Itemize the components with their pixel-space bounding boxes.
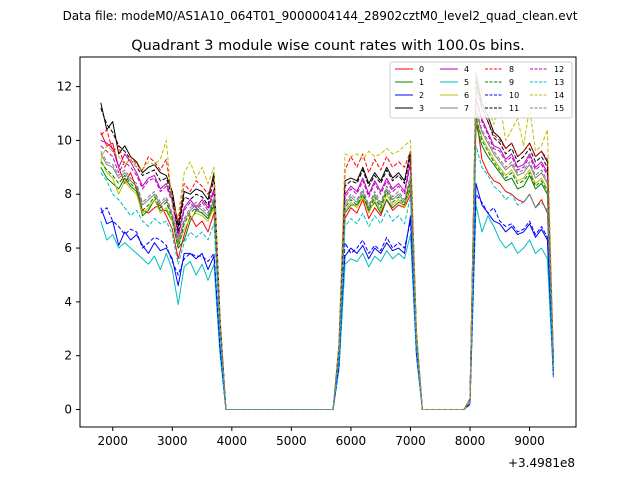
legend-label-0: 0 <box>419 65 424 74</box>
y-tick-label: 4 <box>64 295 72 309</box>
x-tick-label: 4000 <box>217 434 248 448</box>
series-line-13 <box>100 145 554 410</box>
x-tick-label: 9000 <box>514 434 545 448</box>
series-line-6 <box>100 118 554 410</box>
legend-label-8: 8 <box>509 65 514 74</box>
x-tick-label: 3000 <box>157 434 188 448</box>
x-tick-label: 7000 <box>395 434 426 448</box>
x-tick-label: 2000 <box>97 434 128 448</box>
legend-label-10: 10 <box>509 91 519 100</box>
chart-title: Quadrant 3 module wise count rates with … <box>131 38 525 54</box>
suptitle: Data file: modeM0/AS1A10_064T01_90000041… <box>63 9 578 23</box>
series-line-5 <box>100 204 554 410</box>
series-line-15 <box>100 107 554 410</box>
legend-label-13: 13 <box>554 78 564 87</box>
legend-label-4: 4 <box>464 65 469 74</box>
legend-label-5: 5 <box>464 78 469 87</box>
series-lines <box>100 70 554 410</box>
series-line-0 <box>100 113 554 410</box>
y-tick-label: 6 <box>64 241 72 255</box>
legend-label-6: 6 <box>464 91 469 100</box>
axis-ticks: 2000 3000 4000 5000 6000 7000 8000 9000 0 2 4 6 8 10 1… <box>57 80 545 448</box>
legend-label-7: 7 <box>464 104 469 113</box>
legend-box <box>389 61 573 119</box>
legend-label-9: 9 <box>509 78 514 87</box>
x-tick-label: 5000 <box>276 434 307 448</box>
legend-label-11: 11 <box>509 104 519 113</box>
y-tick-label: 0 <box>64 403 72 417</box>
legend-label-12: 12 <box>554 65 564 74</box>
y-tick-label: 10 <box>57 133 72 147</box>
y-tick-label: 8 <box>64 187 72 201</box>
series-line-4 <box>100 96 554 410</box>
legend-label-2: 2 <box>419 91 424 100</box>
series-line-7 <box>100 110 554 410</box>
x-tick-label: 8000 <box>455 434 486 448</box>
legend-label-15: 15 <box>554 104 564 113</box>
y-tick-label: 12 <box>57 80 72 94</box>
series-line-10 <box>100 193 554 410</box>
x-tick-label: 6000 <box>336 434 367 448</box>
series-line-11 <box>100 80 554 410</box>
x-offset-label: +3.4981e8 <box>508 456 575 470</box>
series-line-12 <box>100 99 554 410</box>
series-line-9 <box>100 115 554 410</box>
legend-label-1: 1 <box>419 78 424 87</box>
y-tick-label: 2 <box>64 349 72 363</box>
series-line-2 <box>100 183 554 410</box>
legend-label-14: 14 <box>554 91 564 100</box>
plot-frame <box>79 56 577 428</box>
legend-label-3: 3 <box>419 104 424 113</box>
series-line-8 <box>100 86 554 410</box>
